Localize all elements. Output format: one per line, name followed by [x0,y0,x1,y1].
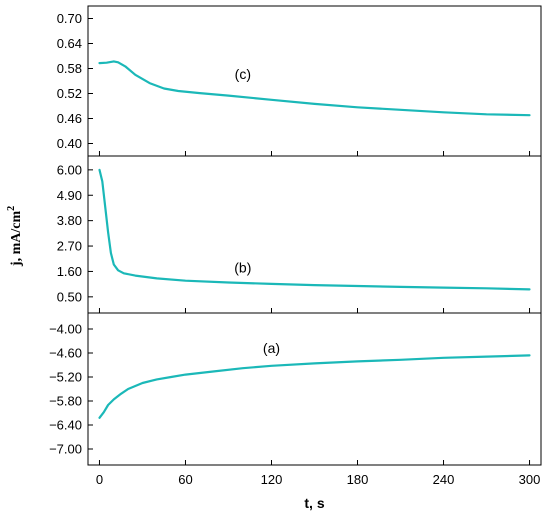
y-tick-label: −7.00 [49,442,82,457]
y-tick-label: −4.00 [49,322,82,337]
y-axis-label-main: j, mA/cm [9,211,24,268]
y-tick-label: −5.20 [49,370,82,385]
x-tick-label: 0 [96,472,103,487]
y-tick-label: −4.60 [49,346,82,361]
y-tick-label: 0.52 [57,86,82,101]
x-tick-label: 300 [519,472,541,487]
y-tick-label: −6.40 [49,418,82,433]
y-tick-label: 0.64 [57,36,82,51]
x-tick-label: 180 [347,472,369,487]
x-tick-label: 60 [178,472,192,487]
panel-frame [87,155,542,314]
y-axis-label-superscript: 2 [6,206,17,211]
x-tick-label: 240 [433,472,455,487]
panel-frame [87,5,542,157]
y-axis-label: j, mA/cm2 [6,206,24,267]
series-line-a [98,354,531,419]
series-line-c [98,60,531,117]
y-tick-label: 0.46 [57,111,82,126]
y-tick-label: −5.80 [49,394,82,409]
series-line-b [98,168,531,291]
y-tick-label: 0.70 [57,11,82,26]
y-tick-label: 0.58 [57,61,82,76]
y-tick-label: 3.80 [57,213,82,228]
panel-frame [87,312,542,466]
y-tick-label: 0.50 [57,289,82,304]
panel-label: (a) [263,340,280,356]
x-axis-label: t, s [304,495,324,511]
y-tick-label: 0.40 [57,136,82,151]
y-tick-label: 1.60 [57,264,82,279]
y-tick-label: 4.90 [57,188,82,203]
panel-label: (b) [234,260,251,276]
panel-label: (c) [235,66,251,82]
y-tick-label: 2.70 [57,239,82,254]
y-tick-label: 6.00 [57,162,82,177]
x-tick-label: 120 [261,472,283,487]
